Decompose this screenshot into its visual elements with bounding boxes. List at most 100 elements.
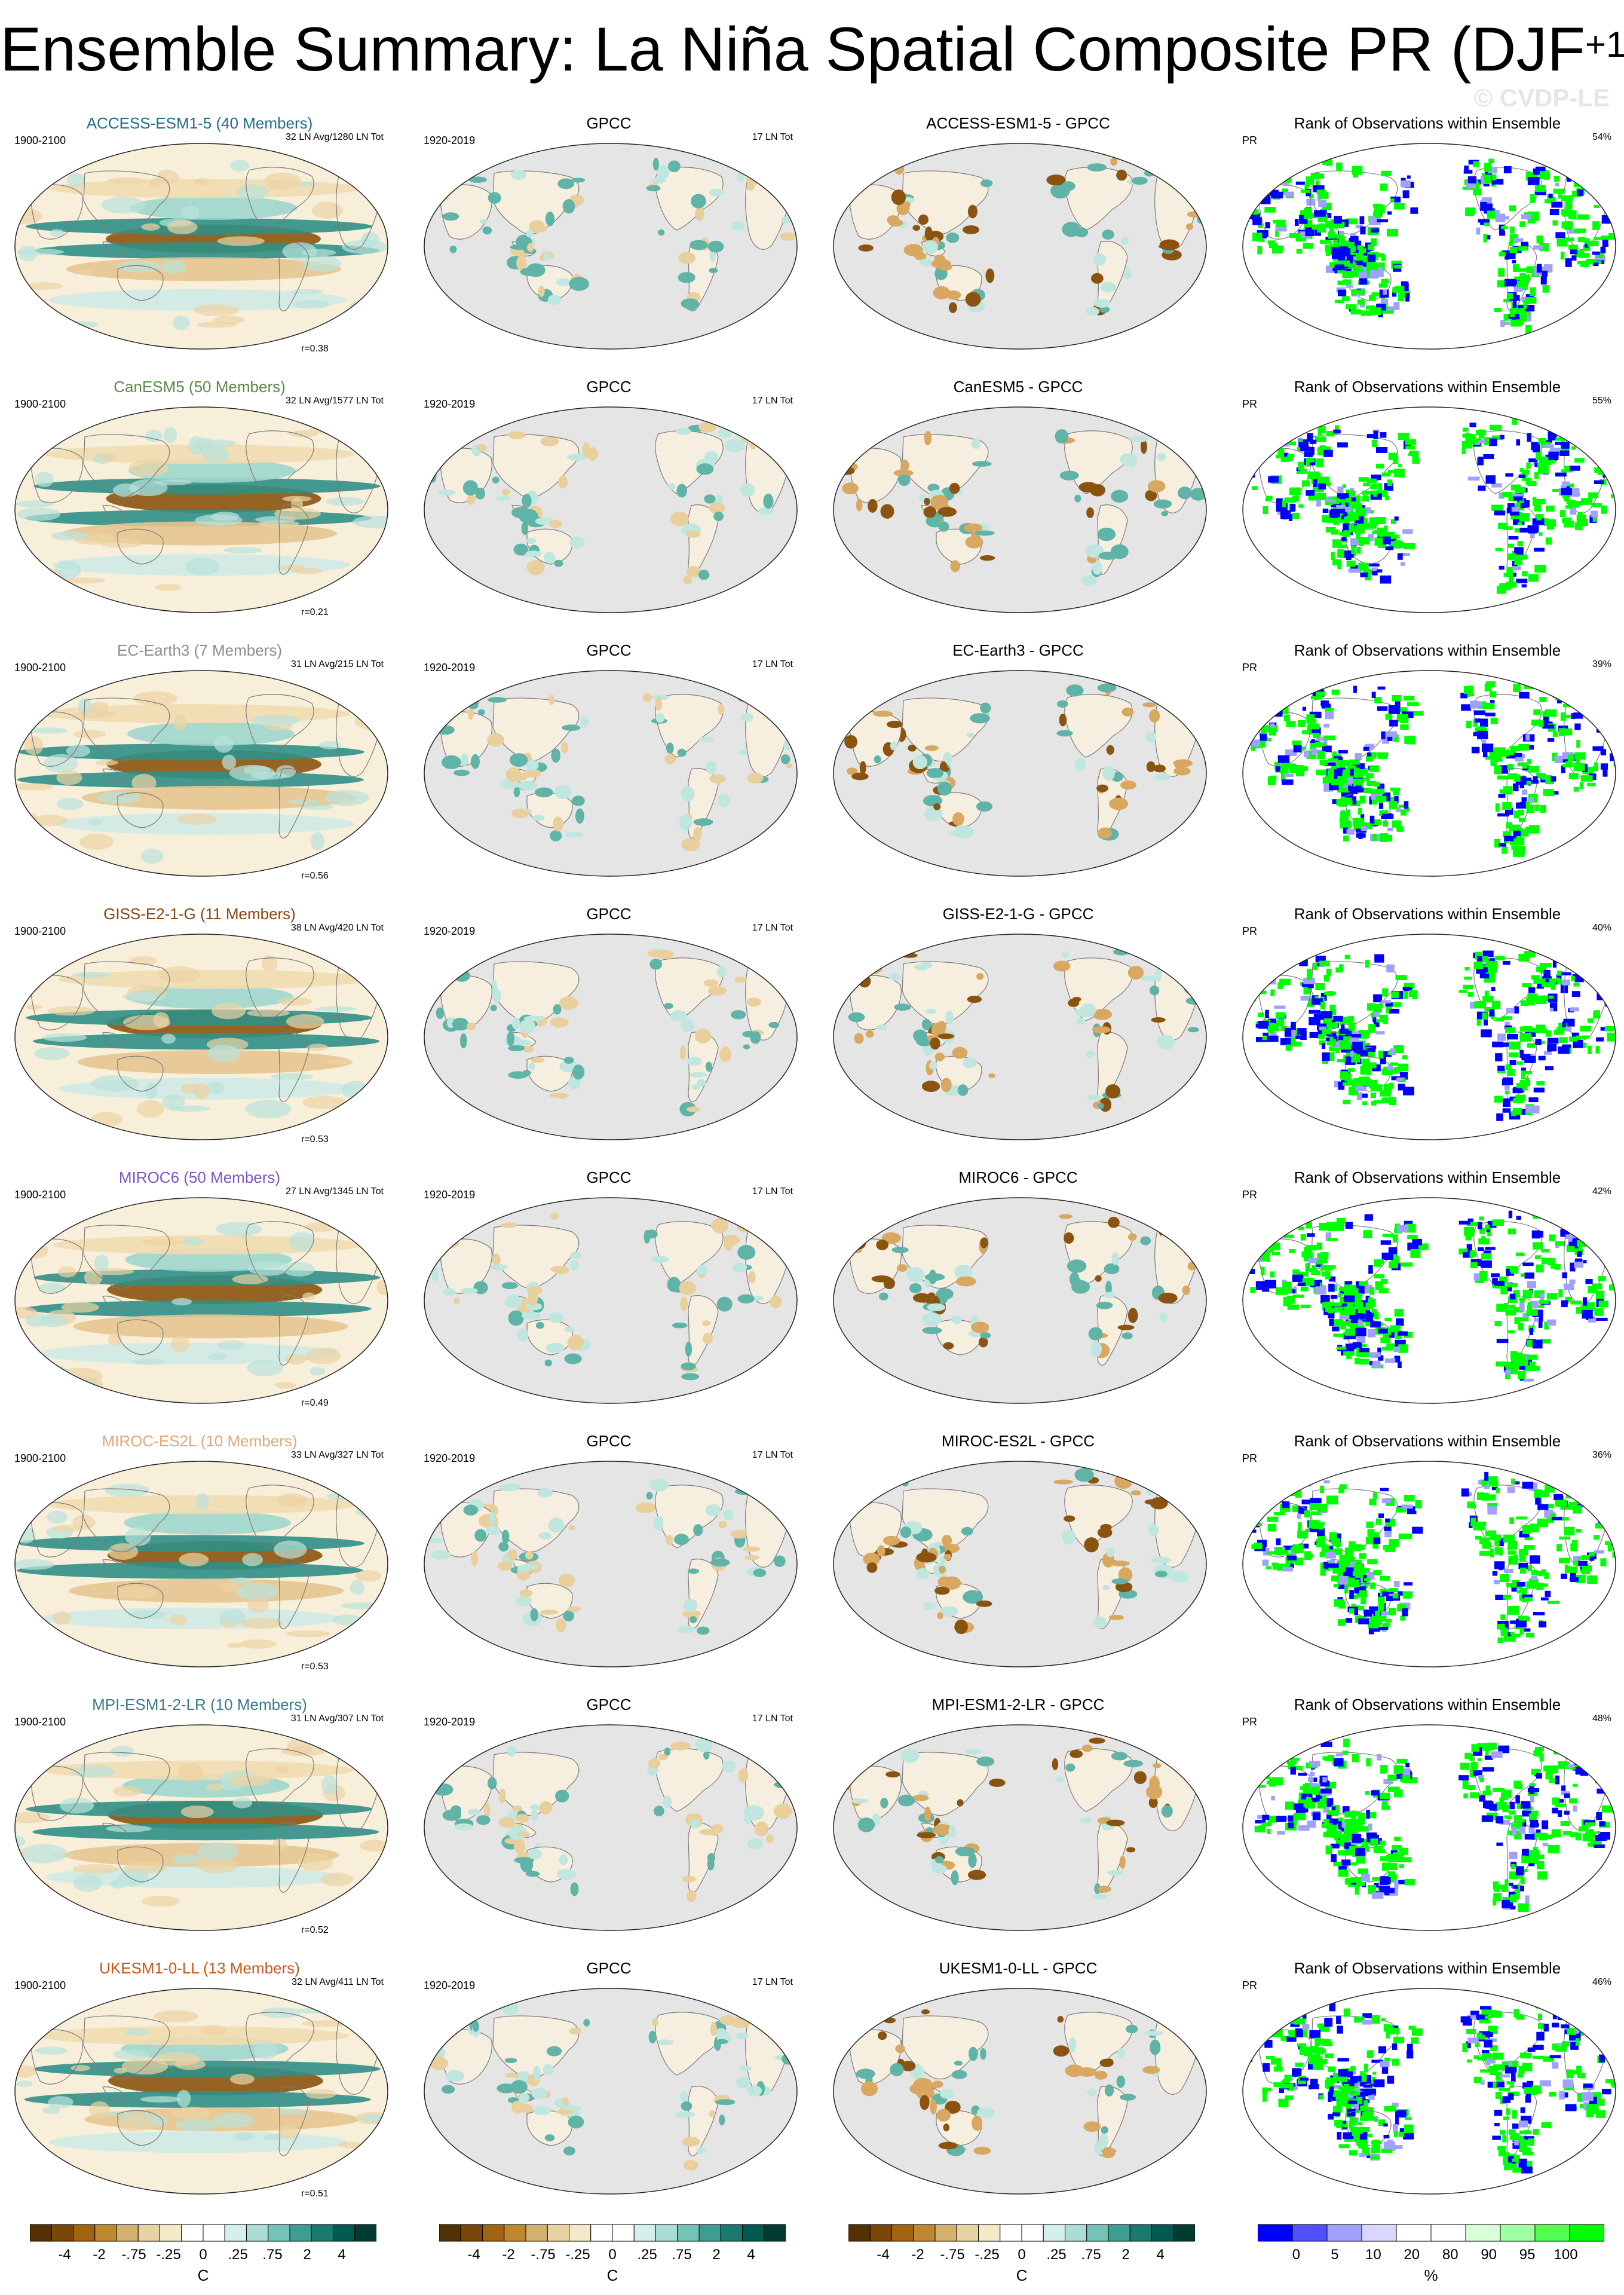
rank-cell bbox=[1387, 211, 1392, 215]
precip-anomaly-patch bbox=[944, 1554, 952, 1560]
rank-cell bbox=[1336, 505, 1346, 509]
precip-anomaly-patch bbox=[507, 1746, 516, 1757]
rank-cell bbox=[1551, 1513, 1556, 1516]
rank-cell bbox=[1345, 507, 1352, 512]
rank-cell bbox=[1579, 705, 1583, 708]
anomaly-blob bbox=[39, 1283, 66, 1293]
rank-cell bbox=[1527, 759, 1531, 764]
precip-anomaly-patch bbox=[922, 1019, 931, 1030]
rank-cell bbox=[1529, 825, 1539, 833]
rank-cell bbox=[1344, 1285, 1356, 1289]
rank-cell bbox=[1495, 1321, 1502, 1326]
precip-anomaly-patch bbox=[941, 1078, 952, 1092]
precip-anomaly-patch bbox=[741, 712, 753, 721]
rank-cell bbox=[1530, 287, 1536, 296]
precip-anomaly-patch bbox=[559, 1574, 575, 1587]
rank-cell bbox=[1359, 764, 1365, 769]
rank-cell bbox=[1571, 255, 1576, 261]
rank-cell bbox=[1328, 1563, 1339, 1568]
rank-cell bbox=[1366, 756, 1373, 762]
precip-anomaly-patch bbox=[731, 1010, 746, 1019]
anomaly-blob bbox=[319, 741, 341, 749]
precip-anomaly-patch bbox=[743, 1547, 761, 1552]
anomaly-blob bbox=[179, 1553, 209, 1566]
rank-cell bbox=[1293, 1544, 1304, 1553]
precip-anomaly-patch bbox=[636, 1503, 655, 1513]
precip-anomaly-patch bbox=[443, 212, 459, 221]
rank-cell bbox=[1556, 238, 1567, 246]
rank-cell bbox=[1536, 235, 1543, 243]
precip-anomaly-patch bbox=[568, 1606, 581, 1612]
precip-anomaly-patch bbox=[723, 1235, 740, 1246]
anomaly-blob bbox=[94, 760, 118, 765]
precip-anomaly-patch bbox=[1102, 766, 1115, 781]
rank-cell bbox=[1593, 1485, 1604, 1490]
rank-cell bbox=[1338, 1869, 1349, 1877]
rank-cell bbox=[1556, 1544, 1562, 1551]
rank-map bbox=[1241, 1458, 1617, 1670]
precip-anomaly-patch bbox=[681, 1373, 699, 1381]
precip-anomaly-patch bbox=[1122, 237, 1129, 244]
rank-cell bbox=[1509, 1211, 1512, 1219]
rank-cell bbox=[1599, 954, 1603, 960]
rank-cell bbox=[1582, 968, 1586, 973]
panel-title: EC-Earth3 (7 Members) bbox=[8, 641, 391, 660]
rank-cell bbox=[1577, 957, 1585, 963]
rank-cell bbox=[1489, 1009, 1494, 1016]
rank-cell bbox=[1559, 1537, 1570, 1540]
rank-cell bbox=[1326, 249, 1331, 256]
rank-cell bbox=[1384, 1084, 1392, 1092]
rank-cell bbox=[1404, 543, 1415, 550]
rank-cell bbox=[1595, 1046, 1599, 1054]
rank-cell bbox=[1251, 457, 1255, 464]
rank-cell bbox=[1318, 484, 1326, 489]
precip-anomaly-patch bbox=[1082, 1745, 1093, 1752]
rank-cell bbox=[1268, 476, 1279, 483]
rank-cell bbox=[1548, 519, 1556, 527]
rank-cell bbox=[1390, 198, 1394, 203]
rank-cell bbox=[1297, 1531, 1308, 1538]
rank-cell bbox=[1252, 1513, 1258, 1520]
rank-cell bbox=[1380, 833, 1389, 842]
rank-cell bbox=[1583, 1298, 1587, 1306]
anomaly-blob bbox=[231, 1577, 252, 1583]
rank-cell bbox=[1362, 491, 1373, 495]
precip-anomaly-patch bbox=[781, 754, 790, 764]
rank-cell bbox=[1548, 1038, 1559, 1044]
rank-cell bbox=[1398, 294, 1405, 301]
rank-cell bbox=[1289, 233, 1301, 238]
rank-cell bbox=[1382, 1498, 1391, 1503]
precip-anomaly-patch bbox=[501, 1222, 517, 1228]
rank-cell bbox=[1349, 568, 1361, 573]
rank-cell bbox=[1484, 222, 1490, 226]
precip-anomaly-patch bbox=[935, 1856, 943, 1863]
rank-cell bbox=[1288, 454, 1295, 457]
anomaly-blob bbox=[155, 584, 182, 590]
rank-cell bbox=[1615, 469, 1617, 472]
precip-anomaly-patch bbox=[951, 1870, 959, 1885]
rank-cell bbox=[1574, 983, 1580, 986]
rank-cell bbox=[1544, 1051, 1552, 1055]
precip-anomaly-patch bbox=[540, 1609, 558, 1615]
rank-cell bbox=[1273, 442, 1279, 446]
rank-cell bbox=[1601, 1027, 1605, 1030]
rank-cell bbox=[1351, 246, 1356, 252]
rank-cell bbox=[1372, 1017, 1376, 1022]
precip-anomaly-patch bbox=[647, 950, 664, 957]
anomaly-blob bbox=[34, 1047, 69, 1060]
rank-cell bbox=[1559, 432, 1571, 437]
rank-cell bbox=[1375, 1031, 1385, 1035]
rank-cell bbox=[1244, 1260, 1251, 1265]
rank-cell bbox=[1612, 960, 1617, 963]
rank-cell bbox=[1578, 237, 1585, 243]
rank-cell bbox=[1351, 546, 1355, 554]
rank-cell bbox=[1311, 173, 1319, 179]
rank-cell bbox=[1376, 796, 1386, 802]
precip-anomaly-patch bbox=[558, 476, 568, 489]
precip-anomaly-patch bbox=[549, 520, 562, 528]
rank-cell bbox=[1287, 1556, 1297, 1560]
precip-anomaly-patch bbox=[526, 230, 534, 237]
precip-anomaly-patch bbox=[967, 733, 975, 738]
